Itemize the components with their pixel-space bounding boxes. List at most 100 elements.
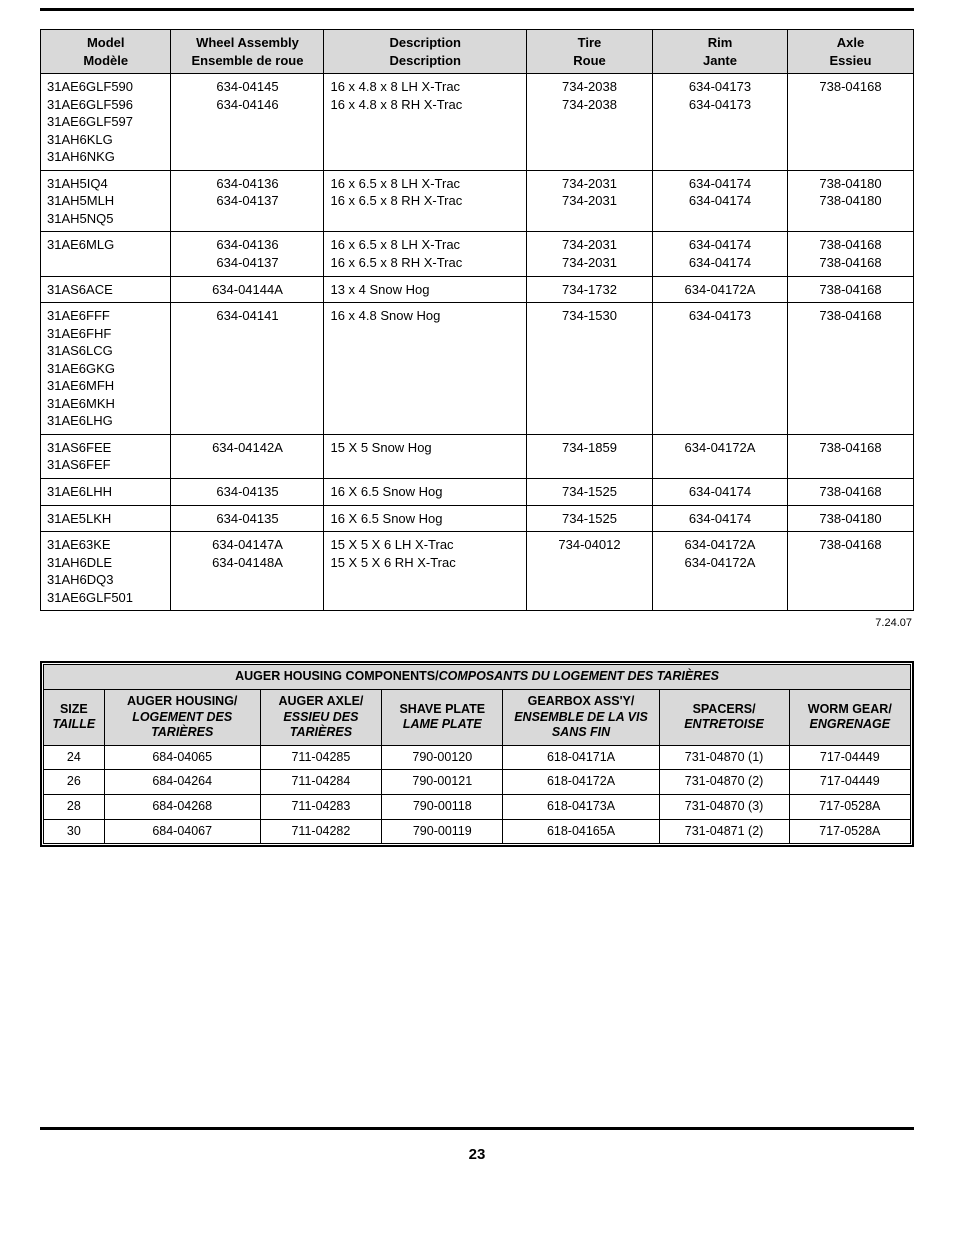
cell-axle: 711-04282 <box>260 819 381 844</box>
cell-rim: 634-04172A <box>652 276 787 303</box>
cell-assembly: 634-04145 634-04146 <box>171 74 324 171</box>
cell-axle: 738-04168 <box>787 479 913 506</box>
hdr-size-en: SIZE <box>60 702 88 716</box>
hdr-axle: Axle Essieu <box>787 30 913 74</box>
auger-header-row: SIZE TAILLE AUGER HOUSING/ LOGEMENT DES … <box>44 689 911 745</box>
cell-axle: 738-04168 <box>787 532 913 611</box>
cell-housing: 684-04067 <box>104 819 260 844</box>
cell-tire: 734-04012 <box>526 532 652 611</box>
cell-description: 16 X 6.5 Snow Hog <box>324 505 527 532</box>
cell-rim: 634-04174 634-04174 <box>652 232 787 276</box>
hdr-worm: WORM GEAR/ ENGRENAGE <box>789 689 910 745</box>
cell-axle: 738-04168 <box>787 276 913 303</box>
cell-description: 15 X 5 Snow Hog <box>324 434 527 478</box>
cell-description: 16 x 4.8 x 8 LH X-Trac 16 x 4.8 x 8 RH X… <box>324 74 527 171</box>
table-row: 24684-04065711-04285790-00120618-04171A7… <box>44 745 911 770</box>
hdr-size: SIZE TAILLE <box>44 689 105 745</box>
hdr-auger-axle: AUGER AXLE/ ESSIEU DES TARIÈRES <box>260 689 381 745</box>
hdr-description: Description Description <box>324 30 527 74</box>
cell-assembly: 634-04136 634-04137 <box>171 170 324 232</box>
hdr-gearbox-fr: ENSEMBLE DE LA VIS SANS FIN <box>514 710 648 740</box>
hdr-worm-en: WORM GEAR/ <box>808 702 892 716</box>
cell-size: 24 <box>44 745 105 770</box>
cell-model: 31AE6MLG <box>41 232 171 276</box>
wheel-assembly-table: Model Modèle Wheel Assembly Ensemble de … <box>40 29 914 611</box>
hdr-model: Model Modèle <box>41 30 171 74</box>
cell-shave: 790-00121 <box>382 770 503 795</box>
cell-model: 31AS6ACE <box>41 276 171 303</box>
cell-rim: 634-04173 634-04173 <box>652 74 787 171</box>
table-row: 31AE6MLG634-04136 634-0413716 x 6.5 x 8 … <box>41 232 914 276</box>
cell-rim: 634-04172A 634-04172A <box>652 532 787 611</box>
cell-rim: 634-04174 <box>652 479 787 506</box>
table-row: 31AE6LHH634-0413516 X 6.5 Snow Hog734-15… <box>41 479 914 506</box>
hdr-housing: AUGER HOUSING/ LOGEMENT DES TARIÈRES <box>104 689 260 745</box>
page-number: 23 <box>40 1140 914 1177</box>
auger-housing-table: AUGER HOUSING COMPONENTS/COMPOSANTS DU L… <box>43 664 911 844</box>
cell-tire: 734-1525 <box>526 479 652 506</box>
bottom-rule <box>40 1127 914 1130</box>
cell-shave: 790-00119 <box>382 819 503 844</box>
cell-description: 16 X 6.5 Snow Hog <box>324 479 527 506</box>
cell-tire: 734-2031 734-2031 <box>526 170 652 232</box>
cell-assembly: 634-04144A <box>171 276 324 303</box>
cell-rim: 634-04174 634-04174 <box>652 170 787 232</box>
hdr-housing-en: AUGER HOUSING/ <box>127 694 237 708</box>
table-row: 31AS6ACE634-04144A13 x 4 Snow Hog734-173… <box>41 276 914 303</box>
cell-tire: 734-1525 <box>526 505 652 532</box>
cell-model: 31AE6GLF590 31AE6GLF596 31AE6GLF597 31AH… <box>41 74 171 171</box>
hdr-auger-axle-fr: ESSIEU DES TARIÈRES <box>283 710 358 740</box>
cell-description: 13 x 4 Snow Hog <box>324 276 527 303</box>
auger-title-en: AUGER HOUSING COMPONENTS <box>235 669 435 683</box>
cell-tire: 734-1530 <box>526 303 652 435</box>
cell-gearbox: 618-04172A <box>503 770 659 795</box>
cell-axle: 711-04285 <box>260 745 381 770</box>
auger-table-container: AUGER HOUSING COMPONENTS/COMPOSANTS DU L… <box>40 661 914 847</box>
cell-assembly: 634-04135 <box>171 505 324 532</box>
hdr-housing-fr: LOGEMENT DES TARIÈRES <box>132 710 232 740</box>
cell-worm: 717-0528A <box>789 819 910 844</box>
cell-housing: 684-04264 <box>104 770 260 795</box>
cell-size: 30 <box>44 819 105 844</box>
cell-rim: 634-04174 <box>652 505 787 532</box>
cell-tire: 734-1859 <box>526 434 652 478</box>
cell-spacers: 731-04871 (2) <box>659 819 789 844</box>
table-row: 31AH5IQ4 31AH5MLH 31AH5NQ5634-04136 634-… <box>41 170 914 232</box>
hdr-size-fr: TAILLE <box>52 717 95 731</box>
hdr-tire: Tire Roue <box>526 30 652 74</box>
cell-model: 31AE6FFF 31AE6FHF 31AS6LCG 31AE6GKG 31AE… <box>41 303 171 435</box>
cell-housing: 684-04065 <box>104 745 260 770</box>
hdr-spacers-en: SPACERS/ <box>693 702 756 716</box>
hdr-rim: Rim Jante <box>652 30 787 74</box>
hdr-gearbox: GEARBOX ASS'Y/ ENSEMBLE DE LA VIS SANS F… <box>503 689 659 745</box>
table-row: 30684-04067711-04282790-00119618-04165A7… <box>44 819 911 844</box>
hdr-worm-fr: ENGRENAGE <box>810 717 891 731</box>
cell-size: 28 <box>44 795 105 820</box>
table-row: 31AE6FFF 31AE6FHF 31AS6LCG 31AE6GKG 31AE… <box>41 303 914 435</box>
auger-table-body: 24684-04065711-04285790-00120618-04171A7… <box>44 745 911 844</box>
cell-rim: 634-04172A <box>652 434 787 478</box>
cell-axle: 738-04168 <box>787 74 913 171</box>
cell-spacers: 731-04870 (3) <box>659 795 789 820</box>
cell-axle: 711-04284 <box>260 770 381 795</box>
hdr-shave-fr: LAME PLATE <box>403 717 482 731</box>
hdr-auger-axle-en: AUGER AXLE/ <box>278 694 363 708</box>
hdr-spacers-fr: ENTRETOISE <box>684 717 764 731</box>
cell-worm: 717-04449 <box>789 770 910 795</box>
cell-assembly: 634-04141 <box>171 303 324 435</box>
cell-gearbox: 618-04173A <box>503 795 659 820</box>
hdr-assembly: Wheel Assembly Ensemble de roue <box>171 30 324 74</box>
wheel-table-body: 31AE6GLF590 31AE6GLF596 31AE6GLF597 31AH… <box>41 74 914 611</box>
table-row: 31AE5LKH634-0413516 X 6.5 Snow Hog734-15… <box>41 505 914 532</box>
cell-assembly: 634-04135 <box>171 479 324 506</box>
cell-axle: 711-04283 <box>260 795 381 820</box>
table-row: 28684-04268711-04283790-00118618-04173A7… <box>44 795 911 820</box>
cell-axle: 738-04168 <box>787 303 913 435</box>
cell-tire: 734-2031 734-2031 <box>526 232 652 276</box>
cell-axle: 738-04168 <box>787 434 913 478</box>
table-row: 26684-04264711-04284790-00121618-04172A7… <box>44 770 911 795</box>
cell-shave: 790-00120 <box>382 745 503 770</box>
wheel-table-header: Model Modèle Wheel Assembly Ensemble de … <box>41 30 914 74</box>
cell-housing: 684-04268 <box>104 795 260 820</box>
cell-assembly: 634-04142A <box>171 434 324 478</box>
